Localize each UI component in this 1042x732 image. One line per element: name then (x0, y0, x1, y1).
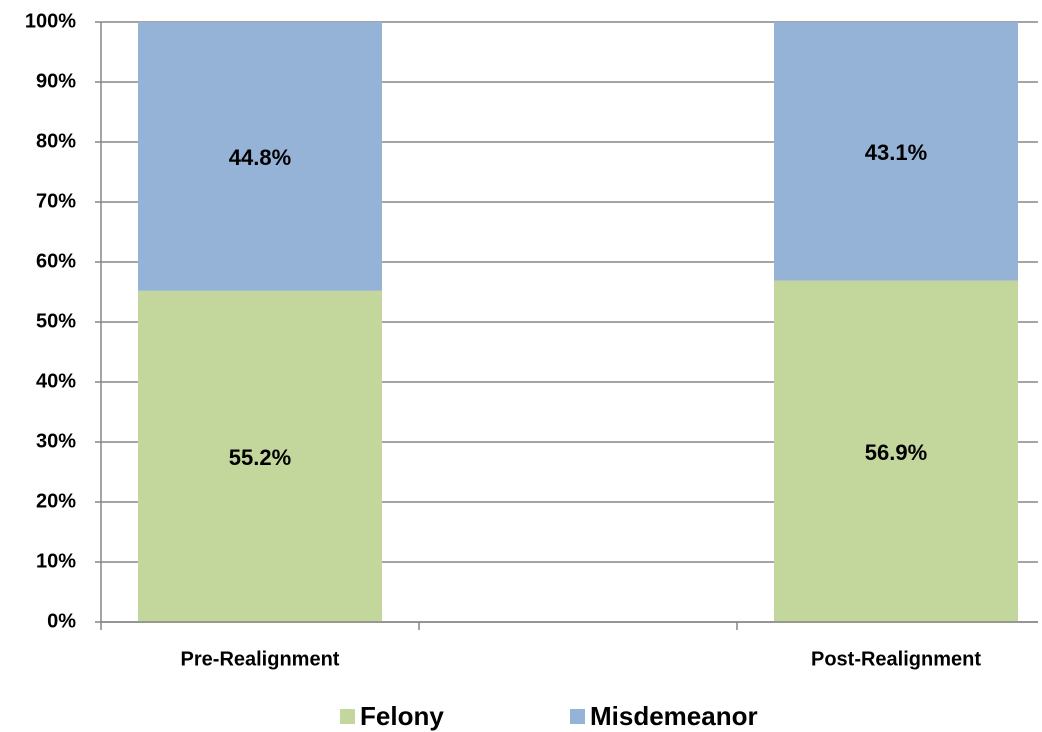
y-tick-label: 10% (36, 550, 76, 572)
legend-label: Felony (360, 701, 444, 731)
y-tick-label: 70% (36, 190, 76, 212)
legend-swatch (340, 709, 355, 724)
bar-segment (774, 280, 1018, 622)
y-tick-label: 40% (36, 370, 76, 392)
y-tick-label: 30% (36, 430, 76, 452)
x-tick-label: Post-Realignment (811, 648, 981, 670)
x-tick-label: Pre-Realignment (181, 648, 340, 670)
y-tick-label: 100% (25, 10, 76, 32)
y-tick-label: 90% (36, 70, 76, 92)
y-tick-label: 50% (36, 310, 76, 332)
data-label: 55.2% (229, 445, 291, 470)
y-tick-label: 20% (36, 490, 76, 512)
data-label: 56.9% (865, 440, 927, 465)
bar-segment (774, 22, 1018, 281)
y-tick-label: 60% (36, 250, 76, 272)
bar-segment (138, 290, 382, 622)
y-tick-label: 80% (36, 130, 76, 152)
legend-label: Misdemeanor (590, 701, 758, 731)
data-label: 44.8% (229, 145, 291, 170)
legend-swatch (570, 709, 585, 724)
data-label: 43.1% (865, 140, 927, 165)
y-tick-label: 0% (47, 610, 76, 632)
bar-segment (138, 22, 382, 291)
